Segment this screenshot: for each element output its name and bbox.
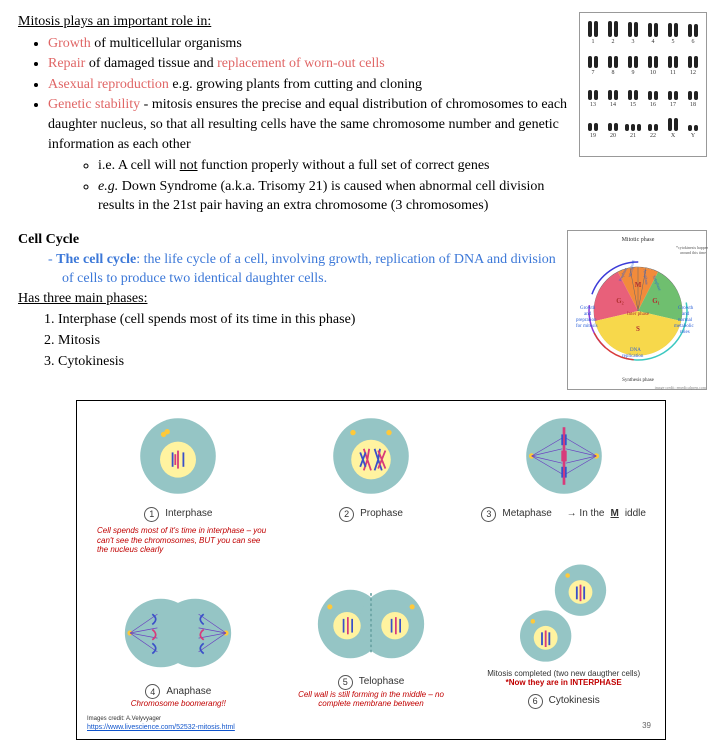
- note-cyto-interphase: *Now they are in INTERPHASE: [506, 678, 622, 688]
- cellcycle-text-block: Cell Cycle The cell cycle: the life cycl…: [18, 230, 559, 390]
- page-number: 39: [642, 720, 651, 731]
- karyotype-pair: 10: [644, 50, 662, 77]
- stage-metaphase: 3Metaphase → In the Middle: [476, 411, 651, 522]
- note-anaphase: Chromosome boomerang!!: [131, 699, 226, 709]
- svg-text:G₁: G₁: [652, 297, 660, 305]
- phases-heading: Has three main phases:: [18, 289, 559, 309]
- cellcycle-definition: The cell cycle: the life cycle of a cell…: [48, 250, 559, 289]
- karyotype-pair: 3: [624, 19, 642, 46]
- karyotype-pair: 18: [684, 82, 702, 109]
- stage-interphase: 1Interphase: [91, 411, 266, 522]
- svg-text:S: S: [636, 325, 640, 333]
- cycle-side-note: *cytokinesis happensaround this time: [676, 245, 708, 255]
- karyotype-pair: 12: [684, 50, 702, 77]
- sub-down-syndrome: e.g. Down Syndrome (a.k.a. Trisomy 21) i…: [98, 177, 571, 216]
- note-cyto-complete: Mitosis completed (two new daugther cell…: [487, 669, 640, 679]
- karyotype-pair: 13: [584, 82, 602, 109]
- mitosis-text-block: Mitosis plays an important role in: Grow…: [18, 12, 571, 222]
- svg-text:Growthandpreprationfor mitosis: Growthandpreprationfor mitosis: [576, 306, 598, 329]
- karyotype-pair: 20: [604, 113, 622, 140]
- stages-credit: Images credit: A.Velyvyager https://www.…: [87, 715, 235, 733]
- svg-text:Synthesis phase: Synthesis phase: [622, 378, 655, 383]
- mitosis-heading: Mitosis plays an important role in:: [18, 12, 571, 32]
- karyotype-pair: 19: [584, 113, 602, 140]
- karyotype-pair: 11: [664, 50, 682, 77]
- karyotype-pair: 9: [624, 50, 642, 77]
- karyotype-pair: 1: [584, 19, 602, 46]
- karyotype-pair: 16: [644, 82, 662, 109]
- karyotype-pair: 2: [604, 19, 622, 46]
- karyotype-pair: Y: [684, 113, 702, 140]
- karyotype-pair: 4: [644, 19, 662, 46]
- stage-telophase: 5Telophase Cell wall is still forming in…: [284, 579, 459, 709]
- svg-text:image credit: emedicalprep.com: image credit: emedicalprep.com: [655, 385, 707, 390]
- stage-cytokinesis: Mitosis completed (two new daugther cell…: [476, 559, 651, 709]
- phase-mitosis: Mitosis: [58, 331, 559, 351]
- note-telophase: Cell wall is still forming in the middle…: [286, 690, 456, 709]
- karyotype-pair: 7: [584, 50, 602, 77]
- cycle-top-label: Mitotic phase: [622, 237, 655, 243]
- karyotype-pair: 21: [624, 113, 642, 140]
- mitosis-bullets: Growth of multicellular organisms Repair…: [48, 34, 571, 216]
- karyotype-figure: 12345678910111213141516171819202122XY: [579, 12, 707, 157]
- cellcycle-diagram: Mitotic phase *cytokinesis happensaround…: [567, 230, 707, 390]
- bullet-growth: Growth of multicellular organisms: [48, 34, 571, 54]
- bullet-asexual: Asexual reproduction e.g. growing plants…: [48, 75, 571, 95]
- karyotype-pair: 6: [684, 19, 702, 46]
- bullet-repair: Repair of damaged tissue and replacement…: [48, 54, 571, 74]
- phases-list: Interphase (cell spends most of its time…: [58, 310, 559, 371]
- svg-text:G₂: G₂: [616, 297, 624, 305]
- phase-cytokinesis: Cytokinesis: [58, 352, 559, 372]
- svg-text:Inter phase: Inter phase: [627, 312, 650, 317]
- karyotype-pair: 5: [664, 19, 682, 46]
- karyotype-pair: 22: [644, 113, 662, 140]
- stages-diagram: 1Interphase 2Prophase: [76, 400, 666, 740]
- stage-prophase: 2Prophase: [284, 411, 459, 522]
- sub-not-function: i.e. A cell will not function properly w…: [98, 156, 571, 176]
- karyotype-pair: 14: [604, 82, 622, 109]
- karyotype-pair: 17: [664, 82, 682, 109]
- karyotype-pair: 15: [624, 82, 642, 109]
- svg-text:M: M: [635, 281, 642, 289]
- cellcycle-heading: Cell Cycle: [18, 230, 559, 250]
- note-interphase: Cell spends most of it's time in interph…: [97, 526, 267, 555]
- phase-interphase: Interphase (cell spends most of its time…: [58, 310, 559, 330]
- karyotype-pair: X: [664, 113, 682, 140]
- stage-anaphase: 4Anaphase Chromosome boomerang!!: [91, 588, 266, 709]
- bullet-stability: Genetic stability - mitosis ensures the …: [48, 95, 571, 216]
- karyotype-pair: 8: [604, 50, 622, 77]
